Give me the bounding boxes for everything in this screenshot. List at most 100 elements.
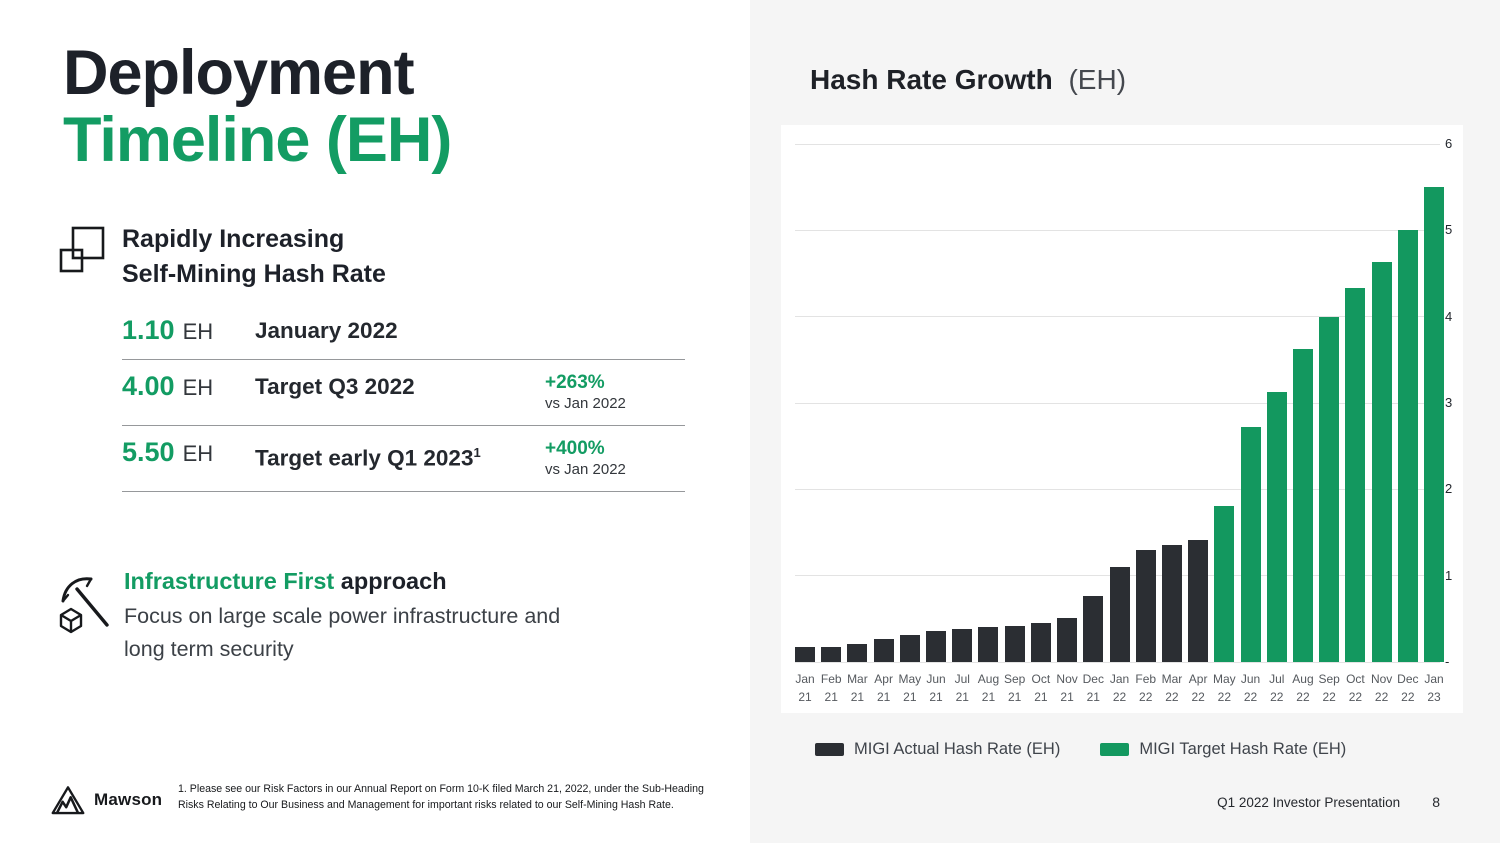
bar-Oct-21 xyxy=(1030,623,1051,662)
legend-item-actual: MIGI Actual Hash Rate (EH) xyxy=(815,740,1060,759)
infrastructure-heading: Infrastructure First approach xyxy=(124,566,598,596)
x-axis-tick-label: Sep 22 xyxy=(1318,672,1340,704)
chart-legend: MIGI Actual Hash Rate (EH) MIGI Target H… xyxy=(815,740,1346,759)
y-axis-tick-label: 6 xyxy=(1445,136,1453,152)
x-axis-tick-label: Jul 22 xyxy=(1269,672,1285,704)
rate-delta-cell: +263% vs Jan 2022 xyxy=(545,372,685,413)
x-axis-tick-label: Nov 22 xyxy=(1370,672,1393,704)
page-title: Deployment Timeline (EH) xyxy=(63,38,452,175)
overlapping-squares-icon xyxy=(58,225,108,277)
x-axis-tick-label: Aug 22 xyxy=(1292,672,1314,704)
x-axis-tick-label: Apr 21 xyxy=(874,672,893,704)
rate-unit: EH xyxy=(182,375,214,400)
infrastructure-text: Infrastructure First approach Focus on l… xyxy=(124,566,598,666)
x-axis-tick-label: Aug 21 xyxy=(977,672,1000,704)
brand: Mawson xyxy=(50,784,162,816)
presentation-label: Q1 2022 Investor Presentation xyxy=(1217,795,1401,810)
y-axis-tick-label: 3 xyxy=(1445,395,1453,410)
bar-Jan-22 xyxy=(1109,567,1130,662)
bar-May-22 xyxy=(1214,505,1235,662)
infrastructure-body: Focus on large scale power infrastructur… xyxy=(124,604,561,661)
bar-Feb-22 xyxy=(1135,549,1156,662)
rate-value: 5.50 xyxy=(122,437,175,467)
title-line2: Timeline (EH) xyxy=(63,105,452,175)
bar-Nov-21 xyxy=(1057,617,1078,662)
rate-label: Target early Q1 20231 xyxy=(255,438,545,472)
x-axis-tick-label: Jun 21 xyxy=(926,672,946,704)
x-axis-tick-label: May 21 xyxy=(898,672,922,704)
chart-header: Hash Rate Growth (EH) xyxy=(810,64,1126,96)
rate-unit: EH xyxy=(182,319,214,344)
rate-delta-note: vs Jan 2022 xyxy=(545,395,626,412)
gridline xyxy=(795,402,1440,404)
subheading-line2: Self-Mining Hash Rate xyxy=(122,260,386,288)
page-number: 8 xyxy=(1432,794,1440,810)
gridline xyxy=(795,488,1440,490)
infrastructure-block: Infrastructure First approach Focus on l… xyxy=(58,566,598,666)
bar-Mar-22 xyxy=(1161,544,1182,662)
rate-value-cell: 1.10 EH xyxy=(122,316,255,345)
subheading-text: Rapidly Increasing Self-Mining Hash Rate xyxy=(122,222,386,292)
rate-value-cell: 4.00 EH xyxy=(122,372,255,401)
x-axis-tick-label: Jun 22 xyxy=(1240,672,1261,704)
x-axis-tick-label: Oct 21 xyxy=(1031,672,1051,704)
x-axis-tick-label: Feb 22 xyxy=(1135,672,1157,704)
footnote: 1. Please see our Risk Factors in our An… xyxy=(178,783,704,811)
pickaxe-icon xyxy=(58,574,114,634)
rate-delta-note: vs Jan 2022 xyxy=(545,461,626,478)
x-axis-tick-label: Nov 21 xyxy=(1056,672,1078,704)
x-axis-tick-label: Feb 21 xyxy=(820,672,842,704)
bar-Dec-21 xyxy=(1083,596,1104,662)
rate-delta: +263% xyxy=(545,372,605,393)
x-axis-tick-label: Mar 22 xyxy=(1161,672,1183,704)
bar-Feb-21 xyxy=(821,647,842,662)
bar-Oct-22 xyxy=(1345,288,1366,662)
x-axis-tick-label: Jan 21 xyxy=(795,672,815,704)
y-axis-tick-label: - xyxy=(1445,654,1450,669)
x-axis-tick-label: Apr 22 xyxy=(1188,672,1208,704)
rate-delta-cell xyxy=(545,316,685,318)
x-axis-tick-label: May 22 xyxy=(1213,672,1236,704)
legend-label-actual: MIGI Actual Hash Rate (EH) xyxy=(854,740,1061,758)
gridline xyxy=(795,316,1440,318)
chart-plot: - 1 2 3 4 5 6 Jan 21 Feb 21 Mar 21 Apr 21 May 21 Jun 21 Jul… xyxy=(781,125,1463,713)
bar-Aug-21 xyxy=(978,627,999,662)
y-axis-tick-label: 2 xyxy=(1445,481,1453,497)
bar-Jun-22 xyxy=(1240,427,1261,662)
y-axis-tick-label: 4 xyxy=(1445,308,1453,324)
y-axis-tick-label: 1 xyxy=(1445,567,1453,583)
bar-Apr-22 xyxy=(1188,540,1209,662)
chart-title: Hash Rate Growth xyxy=(810,64,1053,95)
bar-Jul-21 xyxy=(952,629,973,662)
x-axis-tick-label: Jul 21 xyxy=(954,672,970,704)
bar-Jun-21 xyxy=(926,630,947,662)
bar-Mar-21 xyxy=(847,643,868,662)
x-axis-tick-label: Jan 23 xyxy=(1424,672,1444,704)
bar-Apr-21 xyxy=(873,638,894,662)
bar-May-21 xyxy=(899,635,920,662)
legend-label-target: MIGI Target Hash Rate (EH) xyxy=(1139,740,1347,758)
x-axis-tick-label: Mar 21 xyxy=(847,672,868,704)
infrastructure-heading-dark: approach xyxy=(340,568,447,594)
footnote-marker: 1 xyxy=(473,445,481,460)
x-axis-tick-label: Jan 22 xyxy=(1109,672,1130,704)
rate-value-cell: 5.50 EH xyxy=(122,438,255,467)
gridline xyxy=(795,229,1440,231)
rate-value: 4.00 xyxy=(122,371,175,401)
rate-delta-cell: +400% vs Jan 2022 xyxy=(545,438,685,479)
legend-swatch-actual xyxy=(815,743,844,756)
bar-Sep-22 xyxy=(1319,316,1340,662)
footer-right: Q1 2022 Investor Presentation 8 xyxy=(1100,794,1440,810)
hash-rate-table: 1.10 EH January 2022 4.00 EH Target Q3 202… xyxy=(122,312,685,492)
bar-Dec-22 xyxy=(1397,230,1418,662)
subheading-line1: Rapidly Increasing xyxy=(122,225,345,253)
rate-unit: EH xyxy=(182,441,214,466)
rate-label: January 2022 xyxy=(255,318,398,343)
title-line1: Deployment xyxy=(63,38,415,108)
table-row: 5.50 EH Target early Q1 20231 +400% vs Ja… xyxy=(122,426,685,492)
x-axis-tick-label: Dec 21 xyxy=(1082,672,1104,704)
bar-Sep-21 xyxy=(1004,625,1025,662)
brand-name: Mawson xyxy=(94,790,163,809)
gridline xyxy=(795,143,1440,145)
